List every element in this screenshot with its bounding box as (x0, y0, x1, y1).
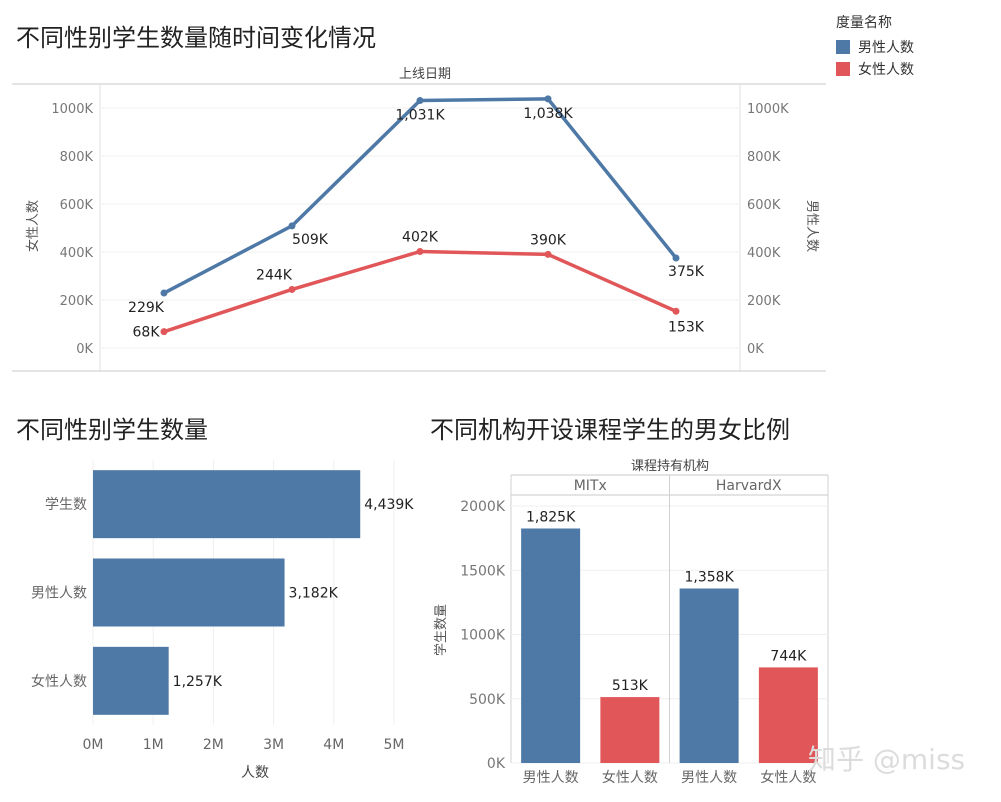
y-tick-label-right: 600K (747, 198, 781, 213)
line-point (160, 328, 168, 336)
y-tick-label: 1000K (460, 628, 506, 644)
category-label: 女性人数 (602, 769, 658, 786)
group-bar (679, 588, 739, 763)
x-tick-label: 1M (143, 737, 164, 753)
y-tick-label-left: 800K (60, 150, 94, 165)
line-point (544, 95, 552, 103)
group-label: MITx (574, 478, 607, 494)
data-label: 390K (530, 232, 567, 248)
x-tick-label: 4M (323, 737, 344, 753)
category-label: 学生数 (45, 497, 87, 513)
group-chart-title: 不同机构开设课程学生的男女比例 (430, 416, 790, 444)
x-tick-label: 3M (263, 737, 284, 753)
data-label: 375K (668, 264, 705, 280)
watermark: 知乎 @miss (808, 743, 966, 776)
y-axis-title-left: 女性人数 (25, 200, 41, 252)
legend-swatch-male (836, 40, 850, 54)
data-label: 509K (292, 232, 329, 248)
category-label: 男性人数 (31, 586, 87, 602)
x-axis-title: 人数 (241, 765, 269, 781)
y-tick-label-left: 400K (60, 246, 94, 261)
group-label: HarvardX (716, 478, 782, 494)
y-axis-title-right: 男性人数 (804, 200, 819, 252)
y-tick-label-left: 600K (60, 198, 94, 213)
line-point (288, 222, 296, 230)
legend-label-female: 女性人数 (858, 62, 914, 78)
line-series-female (163, 249, 677, 334)
data-label: 68K (133, 325, 161, 341)
data-label: 513K (612, 678, 649, 694)
category-label: 男性人数 (523, 770, 579, 786)
group-bar (521, 528, 581, 763)
line-series-male (163, 97, 678, 295)
y-tick-label-right: 0K (747, 342, 764, 357)
x-tick-label: 0M (83, 737, 104, 753)
line-chart-title: 不同性别学生数量随时间变化情况 (16, 24, 376, 52)
category-label: 男性人数 (681, 770, 737, 786)
data-label: 1,825K (526, 509, 576, 525)
data-label: 744K (770, 648, 807, 664)
line-point (160, 289, 168, 297)
line-point (416, 97, 424, 105)
group-bar (758, 667, 818, 763)
line-point (416, 248, 424, 256)
legend-swatch-female (836, 62, 850, 76)
group-chart: 课程持有机构 0K 500K 1000K 1500K 2000K 学生数量 MITx 1,825… (433, 459, 829, 786)
y-tick-label-left: 1000K (51, 102, 93, 117)
data-label: 1,358K (684, 569, 734, 585)
data-label: 402K (402, 230, 439, 246)
y-tick-label: 0K (487, 756, 506, 772)
legend-item-female[interactable]: 女性人数 (836, 58, 914, 80)
y-tick-label-right: 200K (747, 294, 781, 309)
hbar-chart-title: 不同性别学生数量 (16, 416, 208, 444)
y-tick-label: 1500K (460, 563, 506, 579)
y-tick-label-left: 200K (60, 294, 94, 309)
y-tick-label: 500K (469, 692, 506, 708)
y-tick-label-right: 400K (747, 246, 781, 261)
line-point (672, 307, 680, 315)
y-axis-title: 学生数量 (433, 604, 449, 656)
legend: 度量名称 男性人数 女性人数 (836, 12, 914, 80)
data-label: 4,439K (364, 497, 414, 513)
data-label: 1,038K (523, 106, 573, 122)
legend-item-male[interactable]: 男性人数 (836, 36, 914, 58)
x-axis-title: 上线日期 (399, 67, 451, 82)
header-title: 课程持有机构 (631, 459, 709, 474)
line-point (544, 250, 552, 258)
data-label: 3,182K (289, 586, 339, 602)
legend-label-male: 男性人数 (858, 40, 914, 56)
hbar-bar (93, 470, 361, 539)
data-label: 153K (668, 319, 705, 335)
y-tick-label: 2000K (460, 499, 506, 515)
x-tick-label: 2M (203, 737, 224, 753)
data-label: 229K (128, 300, 165, 316)
legend-title: 度量名称 (836, 15, 892, 31)
data-label: 1,257K (173, 674, 223, 690)
y-tick-label-left: 0K (76, 342, 93, 357)
x-tick-label: 5M (384, 737, 405, 753)
data-label: 1,031K (395, 108, 445, 124)
line-chart: 上线日期 0K 0K 200K 200K 400K 400K 600K 600K 800K 800K… (12, 67, 826, 372)
hbar-chart: 0M 1M 2M 3M 4M 5M 人数 学生数 4,439K 男性人数 3,182K 女性人数 1,2… (31, 460, 414, 781)
hbar-bar (93, 558, 285, 627)
category-label: 女性人数 (31, 673, 87, 690)
y-tick-label-right: 1000K (747, 102, 789, 117)
line-point (672, 254, 680, 262)
y-tick-label-right: 800K (747, 150, 781, 165)
category-label: 女性人数 (760, 769, 816, 786)
data-label: 244K (256, 267, 293, 283)
hbar-bar (93, 646, 169, 715)
group-bar (600, 697, 660, 763)
line-point (288, 285, 296, 293)
